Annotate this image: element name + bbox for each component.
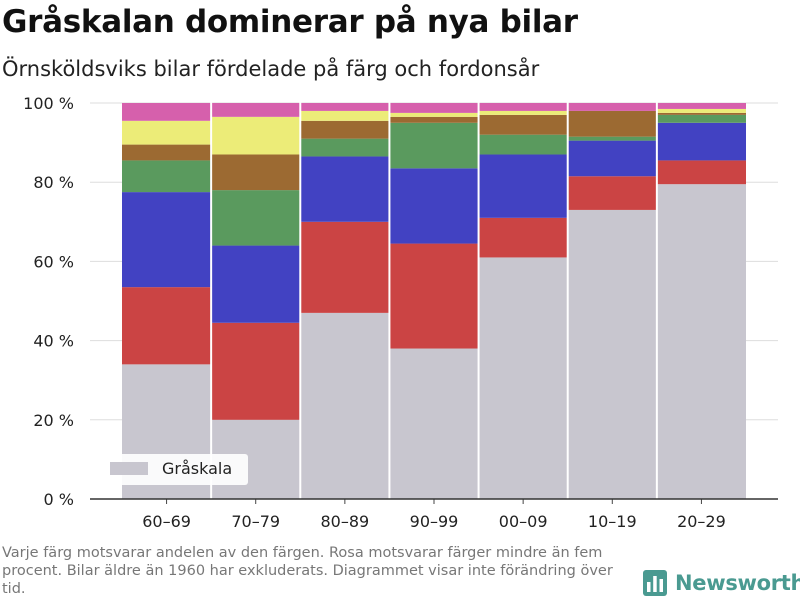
bar-segment[interactable] [656,103,746,109]
x-tick-label: 70–79 [231,512,280,531]
bar-segment[interactable] [389,122,479,169]
bar-stacks [122,102,746,500]
bar-segment[interactable] [567,110,657,137]
y-tick-label: 0 % [44,490,74,509]
bar-segment[interactable] [300,120,390,139]
bar-segment[interactable] [567,103,657,111]
legend-box [100,454,248,485]
y-axis: 0 % 20 % 40 % 60 % 80 % 100 % [23,94,74,509]
y-tick-label: 60 % [33,252,74,271]
bar-segment[interactable] [478,110,568,115]
bar-segment[interactable] [478,134,568,155]
bar-segment[interactable] [478,114,568,135]
bar-segment[interactable] [300,221,390,313]
x-tick-label: 20–29 [677,512,726,531]
bar-segment[interactable] [567,176,657,210]
x-tick-label: 10–19 [588,512,637,531]
bar-segment[interactable] [122,192,212,288]
bar-segment[interactable] [389,168,479,244]
bar-segment[interactable] [656,122,746,161]
bar-segment[interactable] [211,103,301,117]
legend-swatch [110,462,148,475]
bar-segment[interactable] [211,116,301,155]
bar-segment[interactable] [300,312,390,499]
x-tick-label: 60–69 [142,512,191,531]
bar-segment[interactable] [656,160,746,185]
bar-segment[interactable] [478,154,568,218]
x-tick-label: 80–89 [320,512,369,531]
bar-segment[interactable] [122,287,212,365]
bar-segment[interactable] [389,112,479,117]
bar-segment[interactable] [567,209,657,500]
bar-segment[interactable] [211,245,301,323]
bar-segment[interactable] [478,217,568,258]
brand-name: Newsworthy [675,571,800,595]
x-tick-label: 00–09 [499,512,548,531]
bar-segment[interactable] [122,160,212,193]
chart-title: Gråskalan dominerar på nya bilar [2,4,578,40]
bar-segment[interactable] [389,103,479,113]
bar-segment[interactable] [122,103,212,121]
bar-segment[interactable] [656,112,746,115]
y-tick-label: 80 % [33,173,74,192]
bar-segment[interactable] [122,144,212,161]
brand-logo[interactable]: Newsworthy [643,568,800,598]
legend-label: Gråskala [162,459,232,478]
bar-segment[interactable] [211,322,301,420]
footnote: Varje färg motsvarar andelen av den färg… [2,545,613,597]
bar-segment[interactable] [478,103,568,111]
bar-segment[interactable] [300,138,390,157]
bar-segment[interactable] [300,110,390,121]
bar-segment[interactable] [122,120,212,145]
bar-segment[interactable] [656,114,746,123]
bar-segment[interactable] [567,140,657,177]
bar-segment[interactable] [211,154,301,191]
bar-segment[interactable] [656,184,746,499]
y-tick-label: 40 % [33,332,74,351]
bar-segment[interactable] [300,103,390,111]
bar-chart-logo-icon [643,570,667,596]
bar-segment[interactable] [389,116,479,123]
x-tick-label: 90–99 [410,512,459,531]
bar-segment[interactable] [478,257,568,499]
chart-subtitle: Örnsköldsviks bilar fördelade på färg oc… [2,57,540,81]
bar-segment[interactable] [656,108,746,113]
stacked-bar-chart: 0 % 20 % 40 % 60 % 80 % 100 % 60–69 70–79 80–89… [23,94,778,531]
bar-segment[interactable] [211,190,301,246]
x-axis: 60–69 70–79 80–89 90–99 00–09 10–19 20–29 [90,498,778,531]
bar-segment[interactable] [300,156,390,222]
bar-segment[interactable] [389,243,479,349]
bar-segment[interactable] [567,136,657,141]
legend: Gråskala [100,454,248,485]
bar-segment[interactable] [389,348,479,499]
y-tick-label: 100 % [23,94,74,113]
y-tick-label: 20 % [33,411,74,430]
